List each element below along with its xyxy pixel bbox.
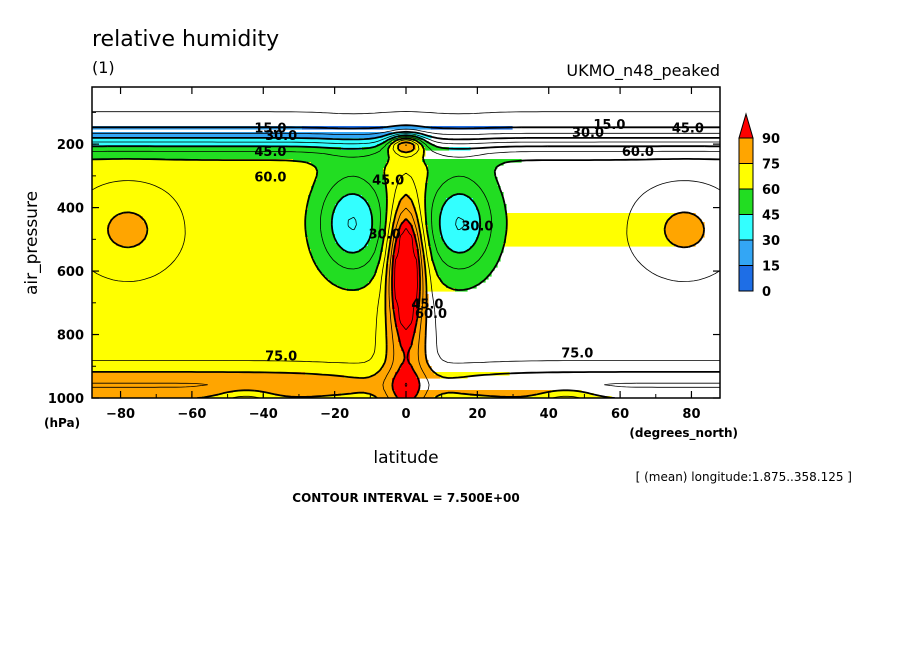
x-axis-units: (degrees_north) xyxy=(629,426,738,441)
legend-overflow-arrow xyxy=(738,112,754,139)
x-tick-label: 20 xyxy=(468,407,486,422)
legend-label: 0 xyxy=(762,285,771,300)
legend-swatch xyxy=(738,163,754,190)
x-tick-label: 80 xyxy=(682,407,700,422)
legend-label: 75 xyxy=(762,158,780,173)
longitude-note: [ (mean) longitude:1.875..358.125 ] xyxy=(636,470,852,484)
contour-label: 45.0 xyxy=(672,121,704,136)
contour-label: 60.0 xyxy=(622,145,654,160)
contour-labels: 15.030.045.060.0 45.030.030.045.060.075.0… xyxy=(254,118,704,365)
x-axis: −80 −60 −40 −20 0 20 40 60 80 xyxy=(106,87,701,422)
y-tick-label: 600 xyxy=(57,265,84,280)
contour-label: 15.0 xyxy=(254,121,286,136)
x-tick-label: −60 xyxy=(177,407,206,422)
x-tick-label: 40 xyxy=(540,407,558,422)
x-tick-label: −40 xyxy=(249,407,278,422)
contour-label: 75.0 xyxy=(265,350,297,365)
contour-label: 30.0 xyxy=(369,228,401,243)
humidity-field xyxy=(92,126,705,398)
y-tick-label: 1000 xyxy=(48,392,84,407)
contour-label: 15.0 xyxy=(593,118,625,133)
x-tick-label: −20 xyxy=(320,407,349,422)
contour-label: 45.0 xyxy=(254,145,286,160)
plot-subtitle: (1) xyxy=(92,58,115,77)
contour-lines xyxy=(92,111,720,398)
color-legend: 0 15 30 45 60 75 90 xyxy=(738,112,780,300)
contour-label: 75.0 xyxy=(561,347,593,362)
contour-label: 30.0 xyxy=(461,220,493,235)
y-axis-label: air_pressure xyxy=(22,191,42,295)
contour-label: 30.0 xyxy=(572,126,604,141)
legend-label: 45 xyxy=(762,209,780,224)
contour-label: 60.0 xyxy=(254,170,286,185)
legend-label: 90 xyxy=(762,132,780,147)
plot-title: relative humidity xyxy=(92,27,279,52)
legend-swatch xyxy=(738,239,754,266)
y-tick-label: 400 xyxy=(57,202,84,217)
x-tick-label: −80 xyxy=(106,407,135,422)
legend-swatch xyxy=(738,137,754,164)
y-tick-label: 800 xyxy=(57,329,84,344)
legend-swatch xyxy=(738,188,754,215)
contour-label: 60.0 xyxy=(415,307,447,322)
contour-label: 30.0 xyxy=(265,129,297,144)
x-axis-label: latitude xyxy=(373,448,438,468)
y-tick-label: 200 xyxy=(57,138,84,153)
legend-label: 30 xyxy=(762,234,780,249)
y-axis-units: (hPa) xyxy=(44,416,80,430)
legend-swatch xyxy=(738,265,754,292)
x-tick-label: 0 xyxy=(401,407,410,422)
y-axis: 200 400 600 800 1000 xyxy=(48,111,720,407)
contour-label: 45.0 xyxy=(372,174,404,189)
x-tick-label: 60 xyxy=(611,407,629,422)
plot-area xyxy=(91,86,721,399)
contour-interval: CONTOUR INTERVAL = 7.500E+00 xyxy=(292,491,519,505)
legend-label: 15 xyxy=(762,260,780,275)
legend-swatch xyxy=(738,214,754,241)
contour-label: 45.0 xyxy=(411,297,443,312)
legend-label: 60 xyxy=(762,183,780,198)
dataset-label: UKMO_n48_peaked xyxy=(566,61,720,81)
